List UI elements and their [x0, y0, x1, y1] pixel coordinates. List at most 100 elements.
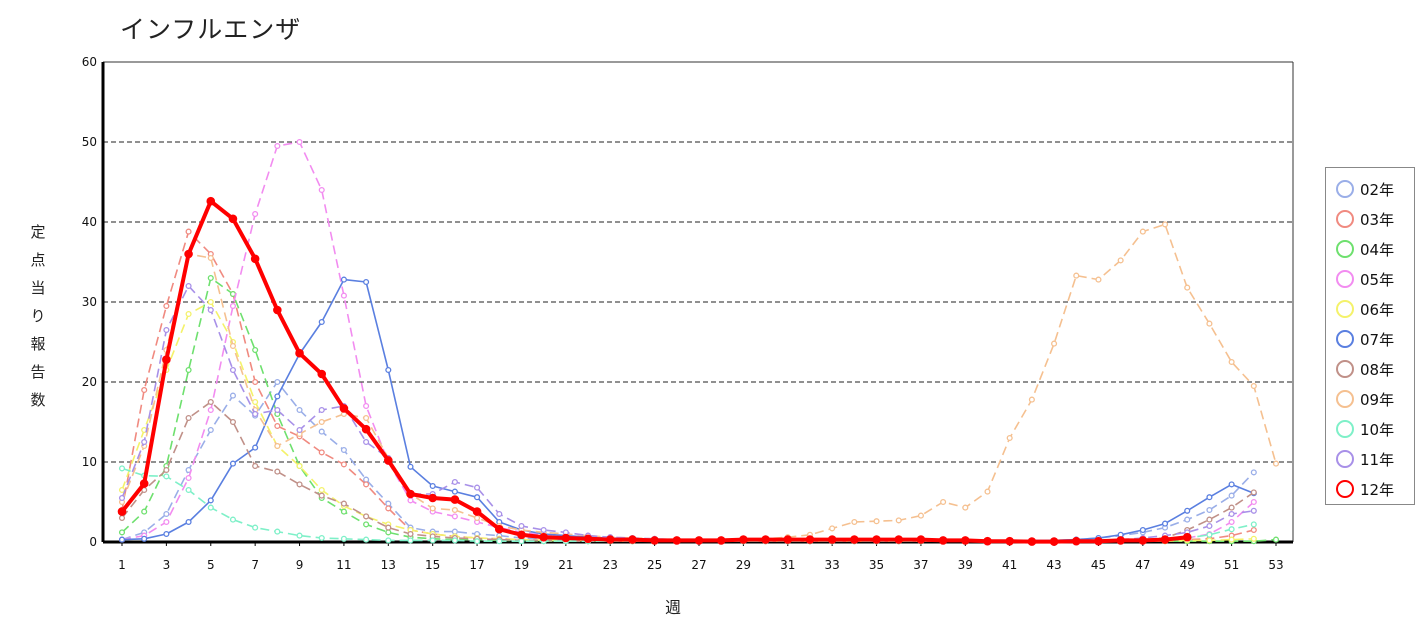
- data-point: [318, 486, 325, 494]
- data-point: [1206, 522, 1213, 530]
- data-point: [296, 138, 303, 146]
- data-point: [1250, 469, 1257, 476]
- x-tick-label: 43: [1046, 558, 1061, 572]
- data-point: [474, 484, 481, 491]
- data-point: [318, 318, 325, 326]
- legend-item: 11年: [1336, 446, 1394, 472]
- x-tick-label: 1: [118, 558, 126, 572]
- data-point: [1250, 535, 1257, 542]
- data-point: [1094, 536, 1103, 546]
- data-point: [385, 505, 392, 512]
- data-point: [385, 529, 392, 536]
- data-point: [318, 186, 325, 194]
- data-point: [318, 428, 325, 435]
- data-point: [1228, 510, 1235, 518]
- data-point: [1206, 320, 1213, 327]
- x-tick-label: 21: [558, 558, 573, 572]
- x-tick-label: 37: [913, 558, 928, 572]
- data-point: [295, 348, 304, 358]
- data-point: [318, 449, 325, 456]
- data-point: [185, 414, 192, 422]
- data-point: [496, 538, 503, 545]
- data-point: [229, 302, 237, 310]
- series-line: [121, 223, 1277, 541]
- data-point: [407, 530, 414, 538]
- data-point: [340, 461, 347, 468]
- legend-label: 05年: [1360, 270, 1395, 289]
- data-point: [650, 536, 659, 545]
- data-point: [872, 535, 881, 544]
- legend-marker-icon: [1336, 270, 1354, 288]
- data-point: [229, 460, 237, 467]
- x-tick-label: 9: [296, 558, 304, 572]
- data-point: [1161, 221, 1169, 228]
- legend-label: 07年: [1360, 330, 1395, 349]
- data-point: [363, 513, 370, 520]
- data-point: [916, 535, 926, 544]
- data-point: [429, 505, 436, 512]
- legend-item: 09年: [1336, 386, 1394, 412]
- legend-label: 09年: [1360, 390, 1395, 409]
- legend-label: 02年: [1360, 180, 1395, 199]
- data-point: [672, 536, 682, 545]
- x-tick-label: 51: [1224, 558, 1239, 572]
- legend-label: 03年: [1360, 210, 1395, 229]
- data-point: [185, 518, 192, 526]
- data-point: [318, 406, 325, 414]
- x-axis-label: 週: [665, 598, 682, 617]
- data-point: [1005, 536, 1014, 546]
- data-point: [1272, 536, 1280, 543]
- y-tick-label: 30: [82, 295, 97, 309]
- data-point: [207, 406, 214, 414]
- legend-marker-icon: [1336, 240, 1354, 258]
- legend-item: 02年: [1336, 176, 1394, 202]
- legend-item: 08年: [1336, 356, 1394, 382]
- data-point: [162, 355, 171, 364]
- data-point: [340, 535, 347, 542]
- data-point: [207, 298, 214, 306]
- data-point: [274, 393, 281, 400]
- data-point: [1182, 532, 1192, 542]
- data-point: [1228, 526, 1235, 533]
- data-point: [805, 535, 815, 544]
- data-point: [340, 500, 347, 507]
- y-tick-label: 40: [82, 215, 97, 229]
- data-point: [474, 538, 481, 545]
- data-point: [1250, 382, 1257, 390]
- data-point: [385, 524, 392, 531]
- data-point: [384, 456, 393, 465]
- data-point: [1027, 537, 1037, 546]
- data-point: [185, 474, 192, 482]
- data-point: [850, 535, 859, 544]
- data-point: [407, 463, 414, 470]
- data-point: [451, 528, 458, 535]
- y-axis-label-char: 当: [30, 279, 46, 297]
- data-point: [895, 517, 902, 524]
- data-point: [318, 534, 325, 542]
- data-point: [274, 142, 281, 150]
- legend-label: 11年: [1360, 450, 1395, 469]
- x-tick-label: 23: [603, 558, 618, 572]
- data-point: [1206, 537, 1213, 544]
- data-point: [1161, 520, 1169, 527]
- data-point: [1228, 492, 1235, 499]
- data-point: [185, 228, 192, 235]
- data-point: [229, 418, 237, 426]
- data-point: [474, 514, 481, 522]
- data-point: [363, 402, 370, 410]
- data-point: [363, 536, 370, 543]
- legend-item: 03年: [1336, 206, 1394, 232]
- data-point: [163, 326, 170, 334]
- data-point: [141, 438, 148, 446]
- x-tick-label: 53: [1268, 558, 1283, 572]
- data-point: [1228, 536, 1235, 543]
- data-point: [429, 537, 436, 544]
- data-point: [385, 537, 392, 544]
- data-point: [407, 497, 414, 504]
- data-point: [451, 488, 458, 495]
- data-point: [938, 536, 948, 545]
- legend-item: 05年: [1336, 266, 1394, 292]
- data-point: [296, 462, 303, 470]
- data-point: [494, 524, 504, 534]
- legend-label: 10年: [1360, 420, 1395, 439]
